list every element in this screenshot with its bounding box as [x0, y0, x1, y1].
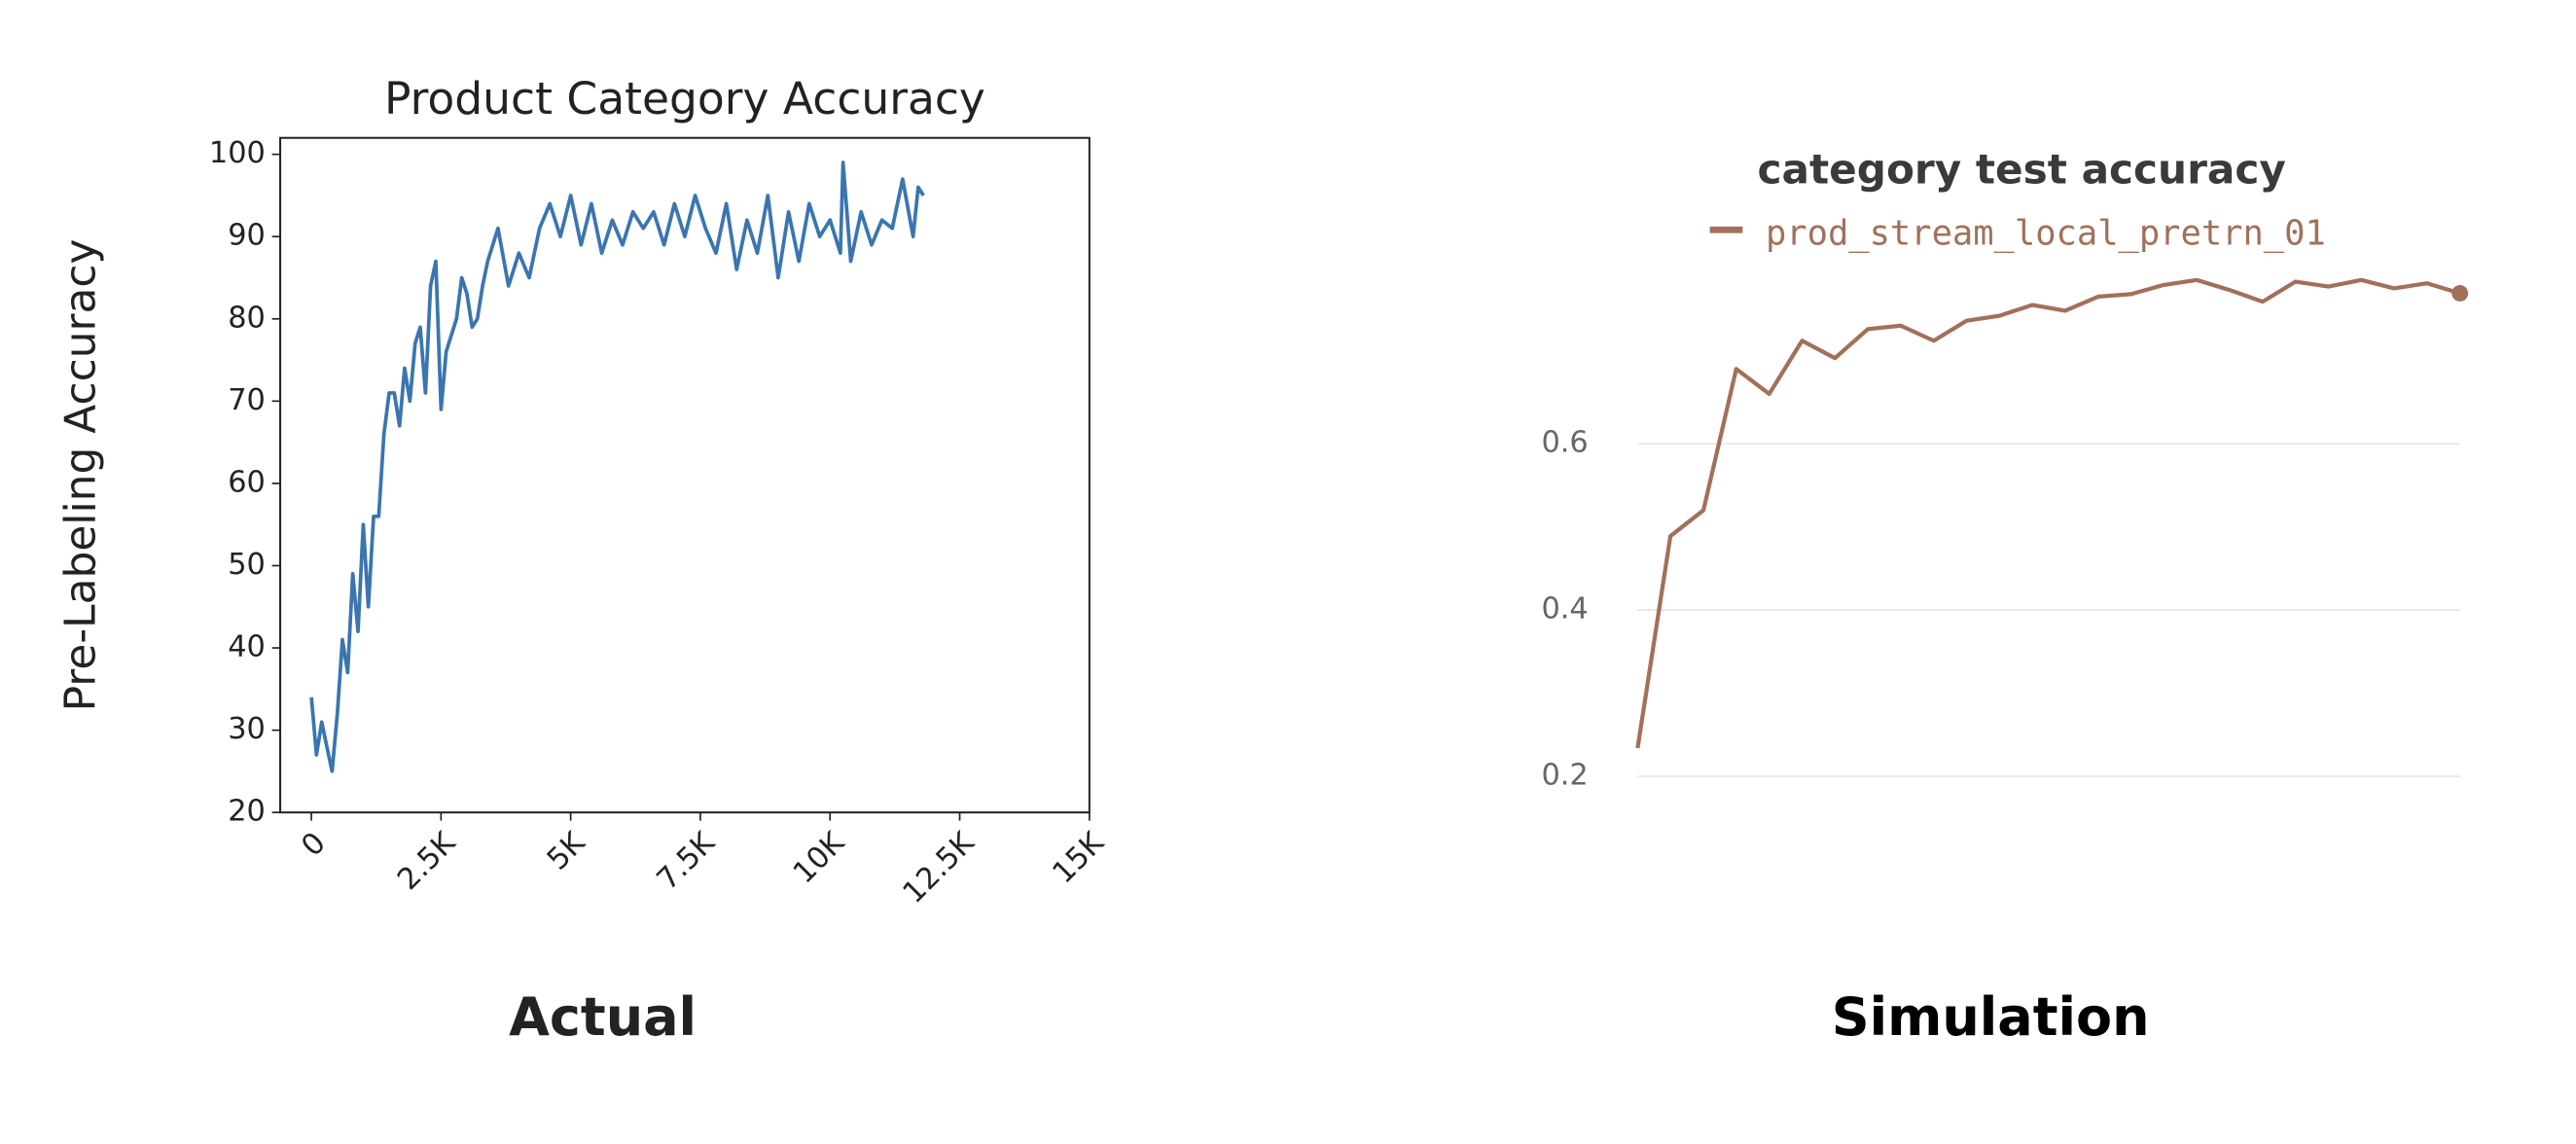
- y-tick-label: 40: [228, 630, 266, 664]
- x-tick-label: 5K: [541, 825, 592, 876]
- plot-frame: [279, 136, 1091, 814]
- simulation-chart: category test accuracy 0.2 0.4 0.6 prod_stre…: [1541, 146, 2469, 1048]
- y-tick-label: 20: [228, 795, 266, 829]
- chart-title: category test accuracy: [1758, 146, 2286, 194]
- legend-label: prod_stream_local_pretrn_01: [1766, 213, 2326, 253]
- x-tick-label: 2.5K: [391, 825, 463, 897]
- y-tick-label: 0.2: [1541, 759, 1588, 793]
- x-tick-label: 0: [295, 826, 332, 863]
- data-line: [309, 161, 925, 773]
- y-tick-label: 80: [228, 301, 266, 335]
- y-tick-label: 100: [209, 136, 266, 170]
- y-axis-label: Pre-Labeling Accuracy: [56, 239, 106, 712]
- end-marker: [2451, 285, 2469, 302]
- x-tick-label: 7.5K: [651, 825, 723, 897]
- caption: Actual: [509, 986, 697, 1048]
- caption: Simulation: [1832, 986, 2150, 1048]
- x-tick-label: 10K: [787, 825, 852, 890]
- y-tick-label: 0.4: [1541, 592, 1588, 626]
- y-tick-label: 0.6: [1541, 426, 1588, 460]
- chart-title: Product Category Accuracy: [384, 73, 985, 125]
- x-tick-label: 12.5K: [897, 825, 982, 910]
- y-tick-label: 70: [228, 383, 266, 417]
- y-tick-label: 90: [228, 219, 266, 253]
- y-tick-label: 30: [228, 712, 266, 746]
- actual-chart: Product Category Accuracy Pre-Labeling Ac…: [56, 73, 1112, 1048]
- y-tick-label: 60: [228, 465, 266, 499]
- y-tick-label: 50: [228, 548, 266, 582]
- x-tick-label: 15K: [1046, 825, 1111, 890]
- data-line: [1635, 277, 2461, 749]
